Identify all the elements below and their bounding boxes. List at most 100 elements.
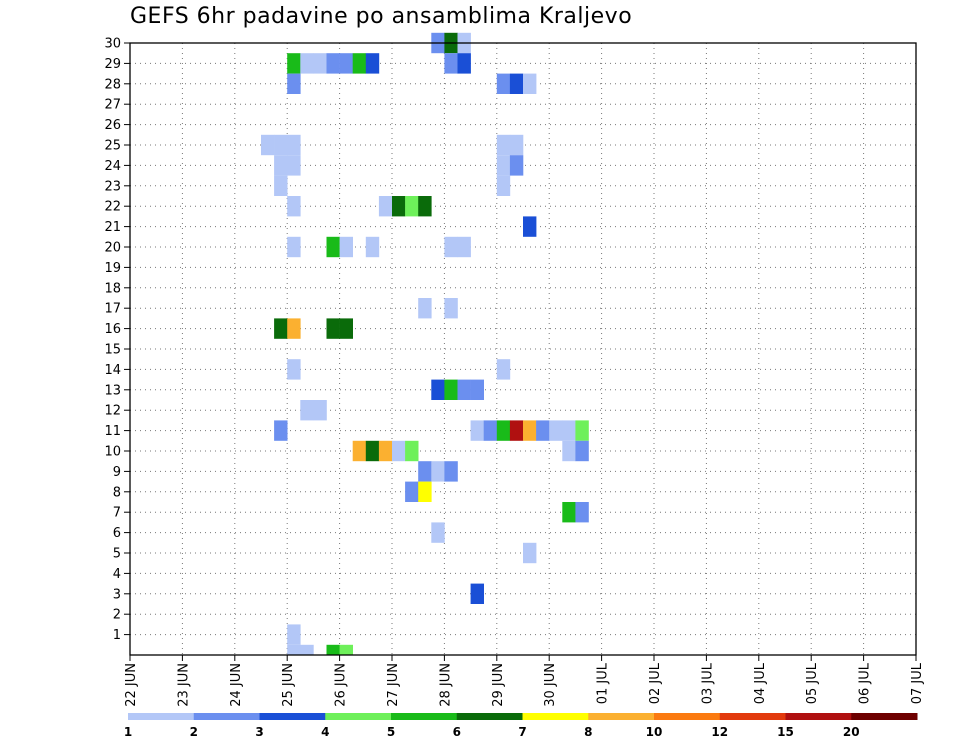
heatmap-cell xyxy=(575,420,589,441)
heatmap-cell xyxy=(470,583,484,604)
y-tick-label: 15 xyxy=(104,343,121,358)
legend-label: 7 xyxy=(518,725,526,739)
y-tick-label: 26 xyxy=(104,118,121,133)
heatmap-cell xyxy=(470,420,484,441)
y-tick-label: 25 xyxy=(104,139,121,154)
legend-swatch xyxy=(719,713,786,720)
heatmap-cell xyxy=(378,440,393,462)
heatmap-cell xyxy=(549,420,563,441)
heatmap-cell xyxy=(496,134,511,156)
heatmap-cell xyxy=(496,155,511,176)
y-tick-label: 24 xyxy=(104,159,121,174)
y-tick-label: 16 xyxy=(104,322,121,337)
heatmap-cell xyxy=(326,644,340,655)
heatmap-cell xyxy=(300,644,314,655)
legend-swatch xyxy=(325,713,392,720)
heatmap-cell xyxy=(365,53,380,74)
legend-swatch xyxy=(522,713,589,720)
heatmap-cell xyxy=(352,53,367,74)
heatmap-cell xyxy=(274,318,288,339)
heatmap-cell xyxy=(339,644,353,655)
legend-label: 3 xyxy=(255,725,263,739)
x-tick-label: 25 JUN xyxy=(281,663,296,707)
y-tick-label: 5 xyxy=(113,547,121,562)
x-tick-label: 30 JUN xyxy=(543,663,558,707)
heatmap-cell xyxy=(575,440,589,462)
heatmap-cell xyxy=(378,196,393,217)
legend-label: 2 xyxy=(190,725,198,739)
x-tick-label: 04 JUL xyxy=(753,662,768,704)
x-tick-label: 23 JUN xyxy=(176,663,191,707)
y-tick-label: 20 xyxy=(104,241,121,256)
heatmap-cell xyxy=(287,359,301,380)
heatmap-cell xyxy=(287,318,301,339)
y-tick-label: 22 xyxy=(104,200,121,215)
heatmap-cell xyxy=(274,155,288,176)
heatmap-cell xyxy=(523,73,537,94)
heatmap-cell xyxy=(339,236,353,258)
heatmap-cell xyxy=(457,53,471,74)
heatmap-cell xyxy=(287,236,301,258)
x-tick-label: 02 JUL xyxy=(648,662,663,704)
x-tick-label: 29 JUN xyxy=(491,663,506,707)
heatmap-cell xyxy=(496,73,511,94)
heatmap-cell xyxy=(287,134,301,156)
x-tick-label: 24 JUN xyxy=(229,663,244,707)
legend-label: 8 xyxy=(584,725,592,739)
heatmap-cell xyxy=(274,420,288,441)
x-tick-label: 06 JUL xyxy=(858,662,873,704)
heatmap-cell xyxy=(509,73,524,94)
heatmap-cell xyxy=(287,196,301,217)
legend-swatch xyxy=(456,713,523,720)
heatmap-cell xyxy=(523,542,537,564)
heatmap-cell xyxy=(274,175,288,196)
y-tick-label: 1 xyxy=(113,628,121,643)
y-tick-label: 6 xyxy=(113,526,121,541)
legend-swatch xyxy=(128,713,195,720)
x-tick-label: 22 JUN xyxy=(124,663,139,707)
y-tick-label: 17 xyxy=(104,302,121,317)
heatmap-cell xyxy=(300,53,314,74)
x-tick-label: 28 JUN xyxy=(438,663,453,707)
heatmap-cell xyxy=(326,236,340,258)
heatmap-cell xyxy=(405,440,419,462)
x-tick-label: 01 JUL xyxy=(596,662,611,704)
heatmap-cell xyxy=(418,298,432,319)
heatmap-cell xyxy=(405,481,419,502)
heatmap-cell xyxy=(496,359,511,380)
heatmap-cell xyxy=(418,461,432,482)
legend-swatch xyxy=(391,713,458,720)
heatmap-cell xyxy=(365,236,380,258)
y-tick-label: 10 xyxy=(104,445,121,460)
heatmap-cell xyxy=(509,134,524,156)
y-tick-label: 19 xyxy=(104,261,121,276)
heatmap-cell xyxy=(339,318,353,339)
y-tick-label: 29 xyxy=(104,57,121,72)
y-tick-label: 14 xyxy=(104,363,121,378)
heatmap-cell xyxy=(536,420,550,441)
heatmap-cell xyxy=(523,420,537,441)
y-tick-label: 27 xyxy=(104,98,121,113)
legend-swatch xyxy=(654,713,721,720)
heatmap-cell xyxy=(431,461,445,482)
y-tick-label: 13 xyxy=(104,383,121,398)
heatmap-cell xyxy=(444,379,458,400)
heatmap-cell xyxy=(496,175,511,196)
heatmap-cell xyxy=(444,236,458,258)
legend-swatch xyxy=(785,713,852,720)
heatmap-cell xyxy=(287,73,301,94)
y-tick-label: 28 xyxy=(104,77,121,92)
heatmap-cell xyxy=(418,481,432,502)
heatmap-cell xyxy=(352,440,367,462)
heatmap-cell xyxy=(575,502,589,523)
heatmap-cell xyxy=(496,420,511,441)
x-tick-label: 07 JUL xyxy=(910,662,925,704)
y-tick-label: 3 xyxy=(113,587,121,602)
y-tick-label: 18 xyxy=(104,281,121,296)
heatmap-cell xyxy=(313,53,327,74)
legend-label: 5 xyxy=(387,725,395,739)
heatmap-cell xyxy=(261,134,275,156)
x-tick-label: 26 JUN xyxy=(334,663,349,707)
